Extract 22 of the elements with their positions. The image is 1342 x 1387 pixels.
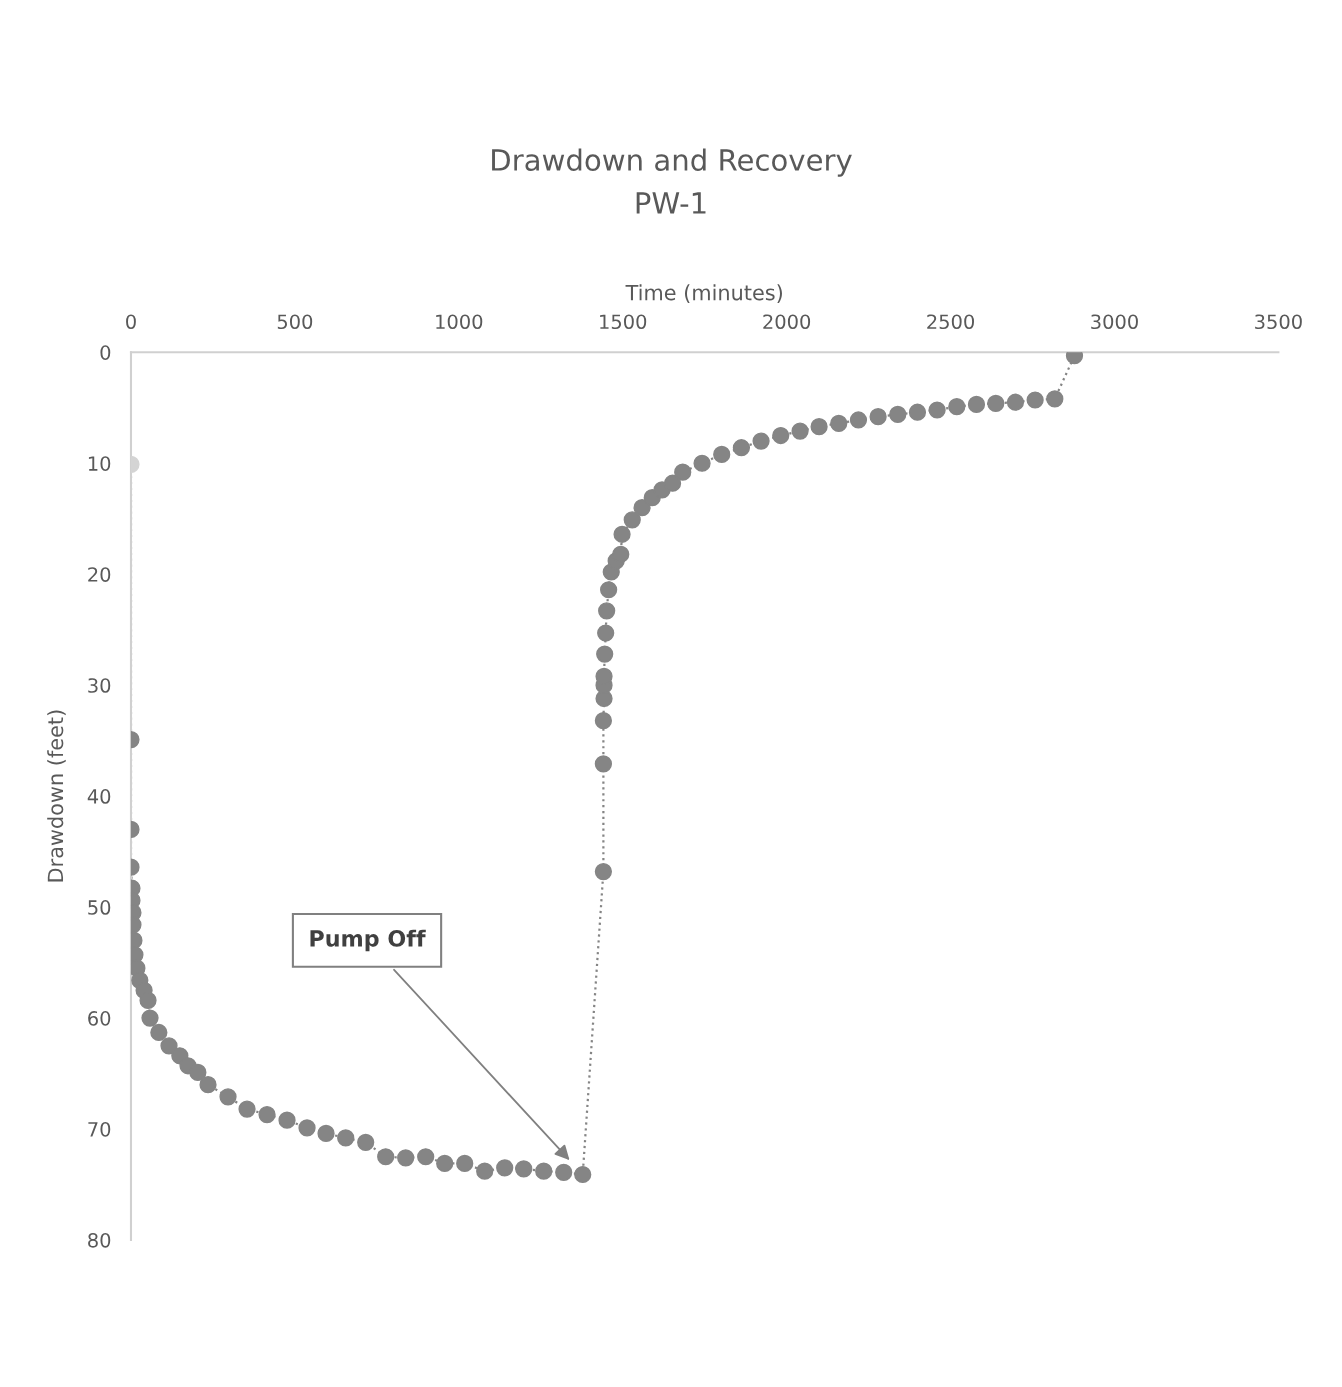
x-tick-label: 3500: [1255, 314, 1302, 330]
y-axis-title: Drawdown (feet): [47, 710, 66, 882]
x-tick-label: 2500: [927, 314, 975, 330]
y-tick-label: 0: [100, 345, 111, 360]
x-tick-label: 3000: [1091, 314, 1138, 330]
x-tick-label: 1500: [600, 314, 647, 330]
y-tick-label: 20: [88, 567, 111, 582]
x-axis-title: Time (minutes): [625, 284, 782, 303]
x-tick-label: 2000: [763, 314, 811, 330]
y-tick-label: 10: [88, 456, 111, 471]
y-tick-label: 80: [88, 1232, 111, 1248]
x-tick-label: 500: [277, 314, 313, 330]
y-tick-label: 50: [88, 900, 111, 915]
chart-subtitle: PW-1: [636, 192, 706, 214]
y-tick-label: 30: [88, 678, 111, 693]
chart-title: Drawdown and Recovery: [492, 148, 852, 177]
x-tick-label: 0: [126, 314, 136, 330]
annotation: Pump Off: [310, 929, 426, 952]
x-tick-label: 1000: [436, 314, 483, 330]
y-tick-label: 70: [88, 1121, 111, 1137]
y-tick-label: 60: [88, 1011, 111, 1026]
y-tick-label: 40: [87, 789, 111, 804]
